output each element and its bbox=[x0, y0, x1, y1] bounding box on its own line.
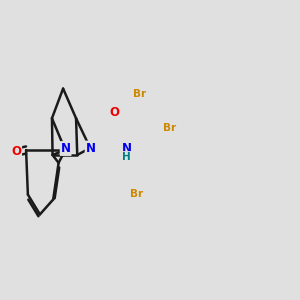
Text: N: N bbox=[122, 142, 132, 154]
Text: N: N bbox=[61, 142, 71, 155]
Text: O: O bbox=[11, 146, 21, 158]
Text: O: O bbox=[110, 106, 120, 119]
Text: Br: Br bbox=[163, 123, 176, 134]
Text: Br: Br bbox=[133, 89, 146, 99]
Text: Br: Br bbox=[130, 189, 143, 199]
Text: N: N bbox=[85, 142, 96, 154]
Text: H: H bbox=[122, 152, 131, 162]
